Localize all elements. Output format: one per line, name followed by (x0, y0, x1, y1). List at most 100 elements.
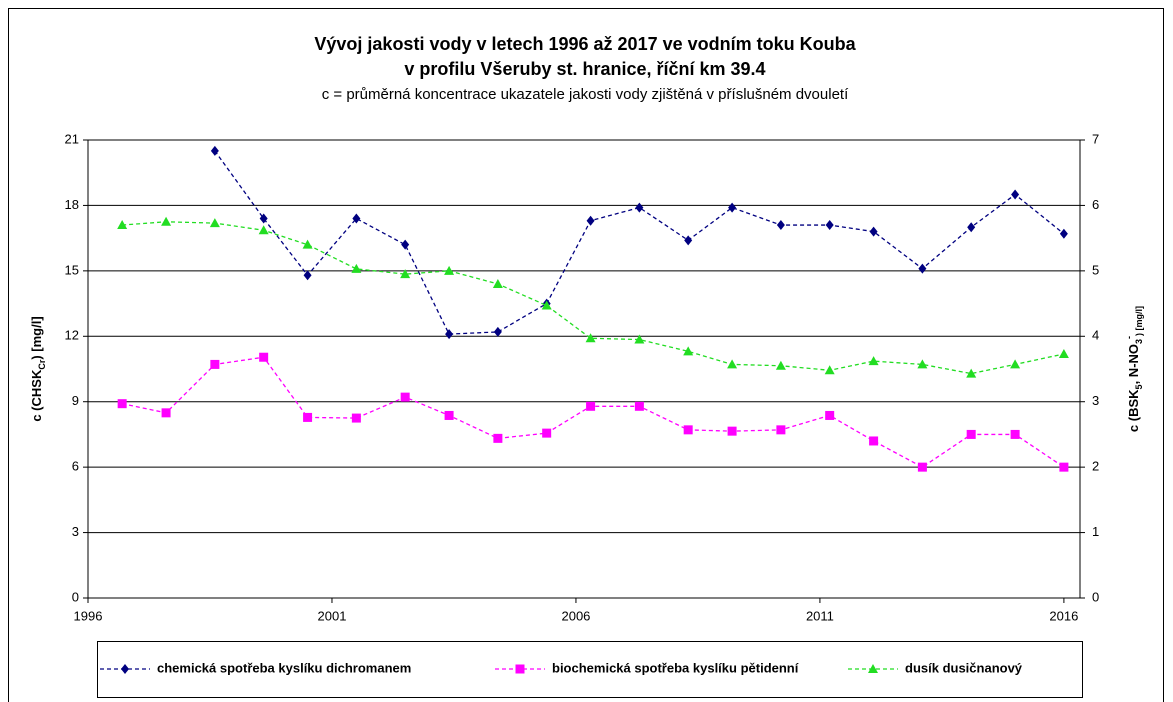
legend-label: chemická spotřeba kyslíku dichromanem (157, 660, 411, 675)
marker (209, 218, 220, 228)
y2-tick-label: 0 (1092, 589, 1099, 604)
marker (352, 213, 361, 224)
x-tick-label: 2006 (561, 608, 590, 623)
marker (634, 401, 644, 411)
y-tick-label: 0 (72, 589, 79, 604)
y2-tick-label: 3 (1092, 393, 1099, 408)
y2-tick-label: 1 (1092, 524, 1099, 539)
marker (917, 462, 927, 472)
marker (776, 425, 786, 435)
marker (444, 410, 454, 420)
marker (918, 263, 927, 274)
y2-tick-label: 4 (1092, 328, 1099, 343)
marker (635, 202, 644, 213)
marker (634, 334, 645, 344)
marker (585, 333, 596, 343)
marker (1059, 462, 1069, 472)
y2-axis-title-part: 5 (1134, 384, 1144, 389)
y2-axis-title-part: , N-NO (1126, 344, 1141, 384)
marker (728, 202, 737, 213)
y-tick-label: 21 (65, 131, 79, 146)
marker (400, 269, 411, 279)
x-tick-label: 2001 (318, 608, 347, 623)
marker (825, 410, 835, 420)
marker (303, 412, 313, 422)
x-tick-label: 2016 (1049, 608, 1078, 623)
marker (966, 368, 977, 378)
y2-tick-label: 2 (1092, 459, 1099, 474)
marker (1058, 348, 1069, 358)
y2-tick-label: 5 (1092, 262, 1099, 277)
marker (444, 265, 455, 275)
chart-title: Vývoj jakosti vody v letech 1996 až 2017… (314, 34, 856, 54)
marker (967, 222, 976, 233)
marker (541, 300, 552, 310)
marker (727, 426, 737, 436)
marker (161, 216, 172, 226)
chart-frame (8, 8, 1164, 702)
y-axis-title-part: ) [mg/l] (29, 316, 44, 359)
legend-label: dusík dusičnanový (905, 660, 1023, 675)
marker (401, 239, 410, 250)
marker (1059, 228, 1068, 239)
marker (824, 365, 835, 375)
marker (825, 220, 834, 231)
marker (302, 239, 313, 249)
marker (259, 213, 268, 224)
legend-marker (868, 664, 878, 673)
legend-marker (121, 664, 129, 674)
marker (586, 215, 595, 226)
marker (776, 220, 785, 231)
y2-tick-label: 7 (1092, 131, 1099, 146)
y-tick-label: 6 (72, 459, 79, 474)
marker (258, 225, 269, 235)
marker (917, 359, 928, 369)
y2-axis-title-part: 3 (1134, 339, 1144, 344)
marker (210, 145, 219, 156)
y-axis-title: c (CHSKCr) [mg/l] (29, 316, 47, 421)
marker (493, 326, 502, 337)
y-axis-title-part: c (CHSK (29, 369, 44, 422)
marker (542, 428, 552, 438)
y-tick-label: 12 (65, 328, 79, 343)
marker (775, 360, 786, 370)
y-tick-label: 18 (65, 197, 79, 212)
y2-tick-label: 6 (1092, 197, 1099, 212)
x-tick-label: 2011 (806, 608, 834, 623)
y2-axis-title: c (BSK5, N-NO3-) [mg/l] (1124, 306, 1144, 432)
y-tick-label: 9 (72, 393, 79, 408)
marker (869, 226, 878, 237)
y2-axis-title-part: - (1124, 336, 1134, 339)
y2-axis-title-part: c (BSK (1126, 389, 1141, 432)
marker (351, 263, 362, 273)
marker (683, 425, 693, 435)
marker (493, 433, 503, 443)
marker (727, 359, 738, 369)
marker (586, 401, 596, 411)
legend-label: biochemická spotřeba kyslíku pětidenní (552, 660, 799, 675)
legend-marker (515, 664, 525, 674)
marker (117, 399, 127, 409)
marker (492, 278, 503, 288)
marker (868, 356, 879, 366)
marker (400, 392, 410, 402)
marker (259, 352, 269, 362)
y-tick-label: 3 (72, 524, 79, 539)
marker (966, 429, 976, 439)
marker (1010, 429, 1020, 439)
y-tick-label: 15 (65, 262, 79, 277)
legend-box (97, 641, 1083, 698)
chart-title-line2: v profilu Všeruby st. hranice, říční km … (404, 59, 765, 79)
marker (161, 408, 171, 418)
marker (683, 346, 694, 356)
x-tick-label: 1996 (74, 608, 103, 623)
chart-subtitle: c = průměrná koncentrace ukazatele jakos… (322, 86, 849, 103)
marker (210, 359, 220, 369)
series-line (122, 356, 1065, 468)
marker (351, 413, 361, 423)
series-line (122, 221, 1065, 375)
y-axis-title-part: Cr (37, 359, 47, 369)
marker (869, 436, 879, 446)
marker (1011, 189, 1020, 200)
y2-axis-title-part: ) [mg/l] (1134, 306, 1144, 336)
